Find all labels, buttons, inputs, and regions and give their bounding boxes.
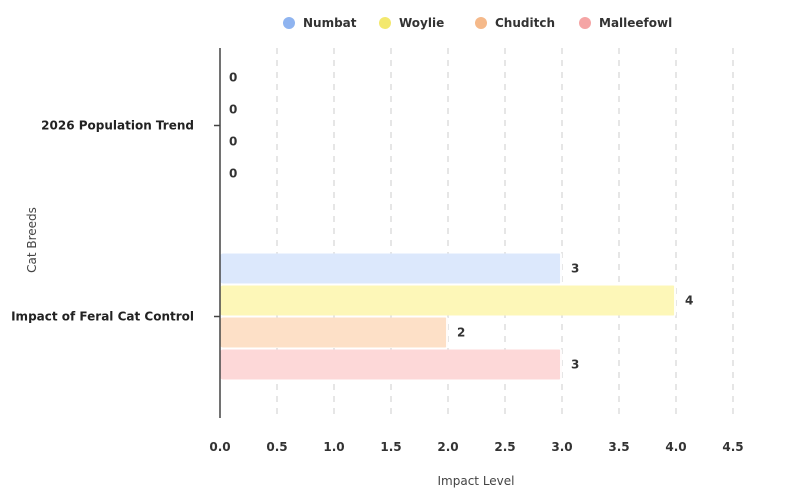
x-tick-label: 2.5 (494, 440, 515, 454)
x-tick-label: 3.0 (551, 440, 572, 454)
grid-layer (276, 48, 734, 418)
bar-woylie (220, 285, 676, 316)
legend-swatch-chuditch (475, 17, 487, 29)
legend-label-chuditch: Chuditch (495, 16, 555, 30)
legend-swatch-woylie (379, 17, 391, 29)
legend-swatch-malleefowl (579, 17, 591, 29)
category-label: Impact of Feral Cat Control (11, 310, 194, 324)
x-tick-label: 2.0 (437, 440, 458, 454)
data-label: 3 (571, 358, 579, 372)
x-tick-label: 4.5 (722, 440, 743, 454)
x-tick-label: 1.5 (380, 440, 401, 454)
x-tick-label: 1.0 (323, 440, 344, 454)
legend: Numbat Woylie Chuditch Malleefowl (283, 16, 672, 30)
category-label: 2026 Population Trend (41, 119, 194, 133)
bar-numbat (220, 253, 562, 284)
legend-swatch-numbat (283, 17, 295, 29)
legend-label-woylie: Woylie (399, 16, 444, 30)
bar-end-highlight (560, 349, 562, 380)
data-label: 0 (229, 71, 237, 85)
bar-end-highlight (560, 253, 562, 284)
data-label: 0 (229, 167, 237, 181)
data-label: 3 (571, 262, 579, 276)
legend-label-malleefowl: Malleefowl (599, 16, 672, 30)
x-tick-label: 0.0 (209, 440, 230, 454)
bar-end-highlight (674, 285, 676, 316)
x-tick-label: 4.0 (665, 440, 686, 454)
bars-layer: 0 0 0 0 3 4 2 3 (220, 71, 693, 380)
data-label: 4 (685, 294, 693, 308)
data-label: 0 (229, 103, 237, 117)
bar-end-highlight (446, 317, 448, 348)
bar-malleefowl (220, 349, 562, 380)
axis-layer: 0.0 0.5 1.0 1.5 2.0 2.5 3.0 3.5 4.0 4.5 2026 Popul… (11, 48, 744, 454)
x-axis-title: Impact Level (438, 474, 515, 488)
legend-label-numbat: Numbat (303, 16, 357, 30)
bar-chuditch (220, 317, 448, 348)
y-axis-title: Cat Breeds (25, 207, 39, 273)
data-label: 0 (229, 135, 237, 149)
x-tick-label: 0.5 (266, 440, 287, 454)
x-tick-label: 3.5 (608, 440, 629, 454)
data-label: 2 (457, 326, 465, 340)
